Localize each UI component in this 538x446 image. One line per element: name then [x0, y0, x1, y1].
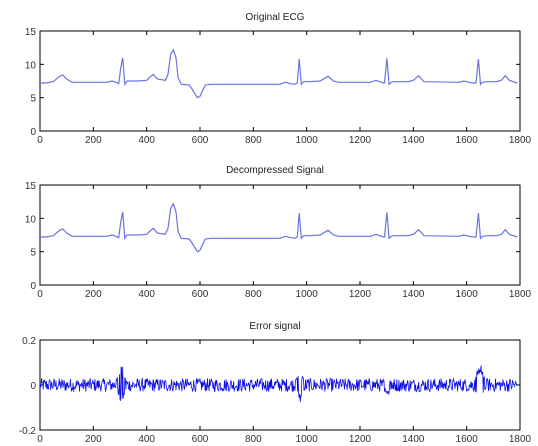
panel-decompressed-signal: Decompressed Signal 0 200 400 600 800 1000 120…: [25, 165, 532, 300]
x-tick-label: 1200: [349, 434, 372, 445]
x-tick-label: 200: [85, 135, 102, 146]
x-tick-label: 200: [85, 289, 102, 300]
x-tick-label: 400: [138, 434, 155, 445]
x-tick-label: 1800: [509, 289, 532, 300]
series-line: [39, 365, 518, 402]
series-line: [40, 48, 518, 99]
x-tick-label: 1000: [296, 289, 319, 300]
x-tick-label: 1000: [296, 135, 319, 146]
y-tick-label: 10: [25, 60, 37, 71]
axes-frame: [39, 30, 521, 132]
y-tick-label: 0: [30, 281, 36, 292]
x-tick-label: 0: [37, 135, 43, 146]
y-tick-label: 5: [30, 248, 36, 259]
x-tick-label: 1400: [402, 289, 425, 300]
x-tick-label: 1600: [456, 289, 479, 300]
x-tick-label: 800: [245, 434, 262, 445]
series-line: [40, 202, 518, 253]
y-tick-label: -0.2: [19, 426, 37, 437]
x-tick-label: 1600: [456, 434, 479, 445]
x-tick-label: 1800: [509, 135, 532, 146]
y-tick-label: 0: [30, 127, 36, 138]
x-tick-label: 200: [85, 434, 102, 445]
x-tick-label: 600: [192, 434, 209, 445]
y-tick-label: 10: [25, 214, 37, 225]
x-tick-label: 800: [245, 289, 262, 300]
x-tick-label: 0: [37, 289, 43, 300]
x-tick-label: 0: [37, 434, 43, 445]
ticks: 0 200 400 600 800 1000 1200 1400 1600 1800 0 5 10 15: [25, 181, 532, 300]
y-tick-label: 15: [25, 181, 37, 192]
x-tick-label: 1800: [509, 434, 532, 445]
x-tick-label: 600: [192, 135, 209, 146]
x-tick-label: 1400: [402, 135, 425, 146]
y-tick-label: 5: [30, 94, 36, 105]
x-tick-label: 1000: [296, 434, 319, 445]
axes-frame: [39, 184, 521, 286]
y-tick-label: 15: [25, 27, 37, 38]
x-tick-label: 1200: [349, 135, 372, 146]
panel-error-signal: Error signal 0 200 400 600 800 1000 1200 1400 16…: [19, 321, 532, 445]
chart-title: Error signal: [249, 321, 300, 332]
x-tick-label: 400: [138, 289, 155, 300]
x-tick-label: 800: [245, 135, 262, 146]
y-tick-label: 0.2: [22, 336, 36, 347]
x-tick-label: 1400: [402, 434, 425, 445]
y-tick-label: 0: [30, 381, 36, 392]
x-tick-label: 1200: [349, 289, 372, 300]
x-tick-label: 600: [192, 289, 209, 300]
x-tick-label: 400: [138, 135, 155, 146]
chart-title: Original ECG: [246, 12, 305, 23]
panel-original-ecg: Original ECG 0 200 400 600 800 1000 1200 1400 16…: [25, 12, 532, 146]
ticks: 0 200 400 600 800 1000 1200 1400 1600 1800-0.200.…: [19, 336, 532, 445]
chart-title: Decompressed Signal: [226, 165, 324, 176]
x-tick-label: 1600: [456, 135, 479, 146]
ticks: 0 200 400 600 800 1000 1200 1400 1600 1800 0 5 10 15: [25, 27, 532, 146]
